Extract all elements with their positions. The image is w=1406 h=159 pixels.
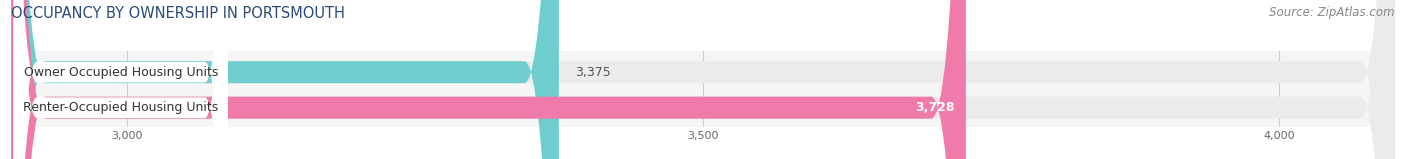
Text: OCCUPANCY BY OWNERSHIP IN PORTSMOUTH: OCCUPANCY BY OWNERSHIP IN PORTSMOUTH — [11, 6, 344, 21]
Text: 3,375: 3,375 — [575, 66, 612, 79]
FancyBboxPatch shape — [11, 0, 1395, 159]
Text: 3,728: 3,728 — [915, 101, 955, 114]
Text: Renter-Occupied Housing Units: Renter-Occupied Housing Units — [22, 101, 218, 114]
Text: Source: ZipAtlas.com: Source: ZipAtlas.com — [1270, 6, 1395, 19]
FancyBboxPatch shape — [11, 0, 1395, 159]
FancyBboxPatch shape — [14, 0, 228, 159]
FancyBboxPatch shape — [14, 0, 228, 159]
FancyBboxPatch shape — [11, 0, 966, 159]
Text: Owner Occupied Housing Units: Owner Occupied Housing Units — [24, 66, 218, 79]
FancyBboxPatch shape — [11, 0, 558, 159]
